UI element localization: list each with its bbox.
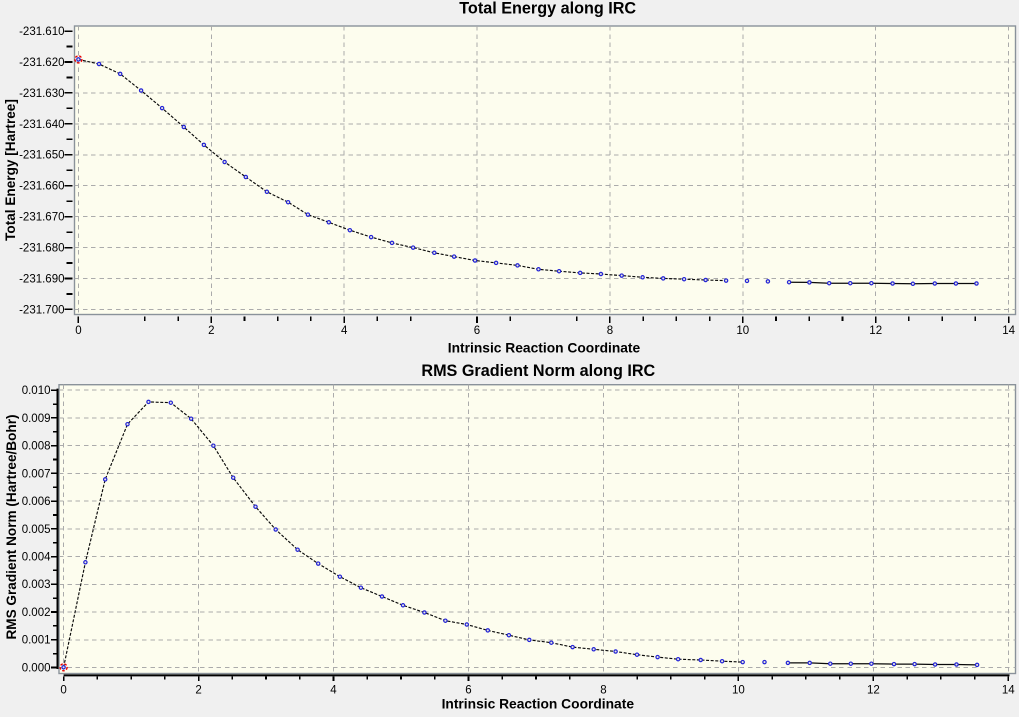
svg-text:10: 10 (736, 325, 749, 337)
svg-text:Intrinsic Reaction Coordinate: Intrinsic Reaction Coordinate (448, 341, 641, 356)
svg-text:Intrinsic Reaction Coordinate: Intrinsic Reaction Coordinate (442, 697, 635, 712)
svg-text:-231.610: -231.610 (19, 26, 64, 38)
svg-text:0.005: 0.005 (22, 524, 51, 536)
svg-text:0.010: 0.010 (22, 385, 51, 397)
svg-text:Total Energy [Hartree]: Total Energy [Hartree] (3, 99, 18, 241)
svg-text:0: 0 (60, 685, 66, 697)
svg-text:RMS Gradient Norm along IRC: RMS Gradient Norm along IRC (421, 362, 655, 380)
svg-text:0.006: 0.006 (22, 496, 51, 508)
svg-text:0.001: 0.001 (22, 635, 51, 647)
svg-text:6: 6 (474, 325, 480, 337)
svg-text:0.000: 0.000 (22, 662, 51, 674)
svg-text:-231.620: -231.620 (19, 57, 64, 69)
svg-text:0: 0 (75, 325, 81, 337)
svg-text:-231.660: -231.660 (19, 181, 64, 193)
svg-text:8: 8 (600, 685, 606, 697)
svg-text:4: 4 (330, 685, 337, 697)
svg-text:-231.630: -231.630 (19, 88, 64, 100)
svg-text:6: 6 (465, 685, 471, 697)
svg-text:14: 14 (1002, 685, 1015, 697)
svg-text:10: 10 (732, 685, 745, 697)
svg-text:0.004: 0.004 (22, 552, 51, 564)
svg-text:-231.690: -231.690 (19, 273, 64, 285)
svg-text:0.008: 0.008 (22, 441, 51, 453)
svg-text:-231.640: -231.640 (19, 119, 64, 131)
svg-text:-231.670: -231.670 (19, 212, 64, 224)
svg-text:12: 12 (867, 685, 880, 697)
svg-text:0.007: 0.007 (22, 468, 51, 480)
svg-text:2: 2 (208, 325, 214, 337)
svg-text:12: 12 (869, 325, 882, 337)
svg-text:RMS Gradient Norm (Hartree/Boh: RMS Gradient Norm (Hartree/Bohr) (4, 414, 19, 639)
svg-text:Total Energy along IRC: Total Energy along IRC (459, 0, 636, 18)
svg-text:0.009: 0.009 (22, 413, 51, 425)
svg-text:2: 2 (195, 685, 201, 697)
svg-text:14: 14 (1002, 325, 1015, 337)
svg-text:0.003: 0.003 (22, 579, 51, 591)
svg-text:0.002: 0.002 (22, 607, 51, 619)
svg-text:4: 4 (341, 325, 348, 337)
svg-text:8: 8 (607, 325, 613, 337)
svg-text:-231.650: -231.650 (19, 150, 64, 162)
svg-text:-231.700: -231.700 (19, 304, 64, 316)
svg-text:-231.680: -231.680 (19, 243, 64, 255)
